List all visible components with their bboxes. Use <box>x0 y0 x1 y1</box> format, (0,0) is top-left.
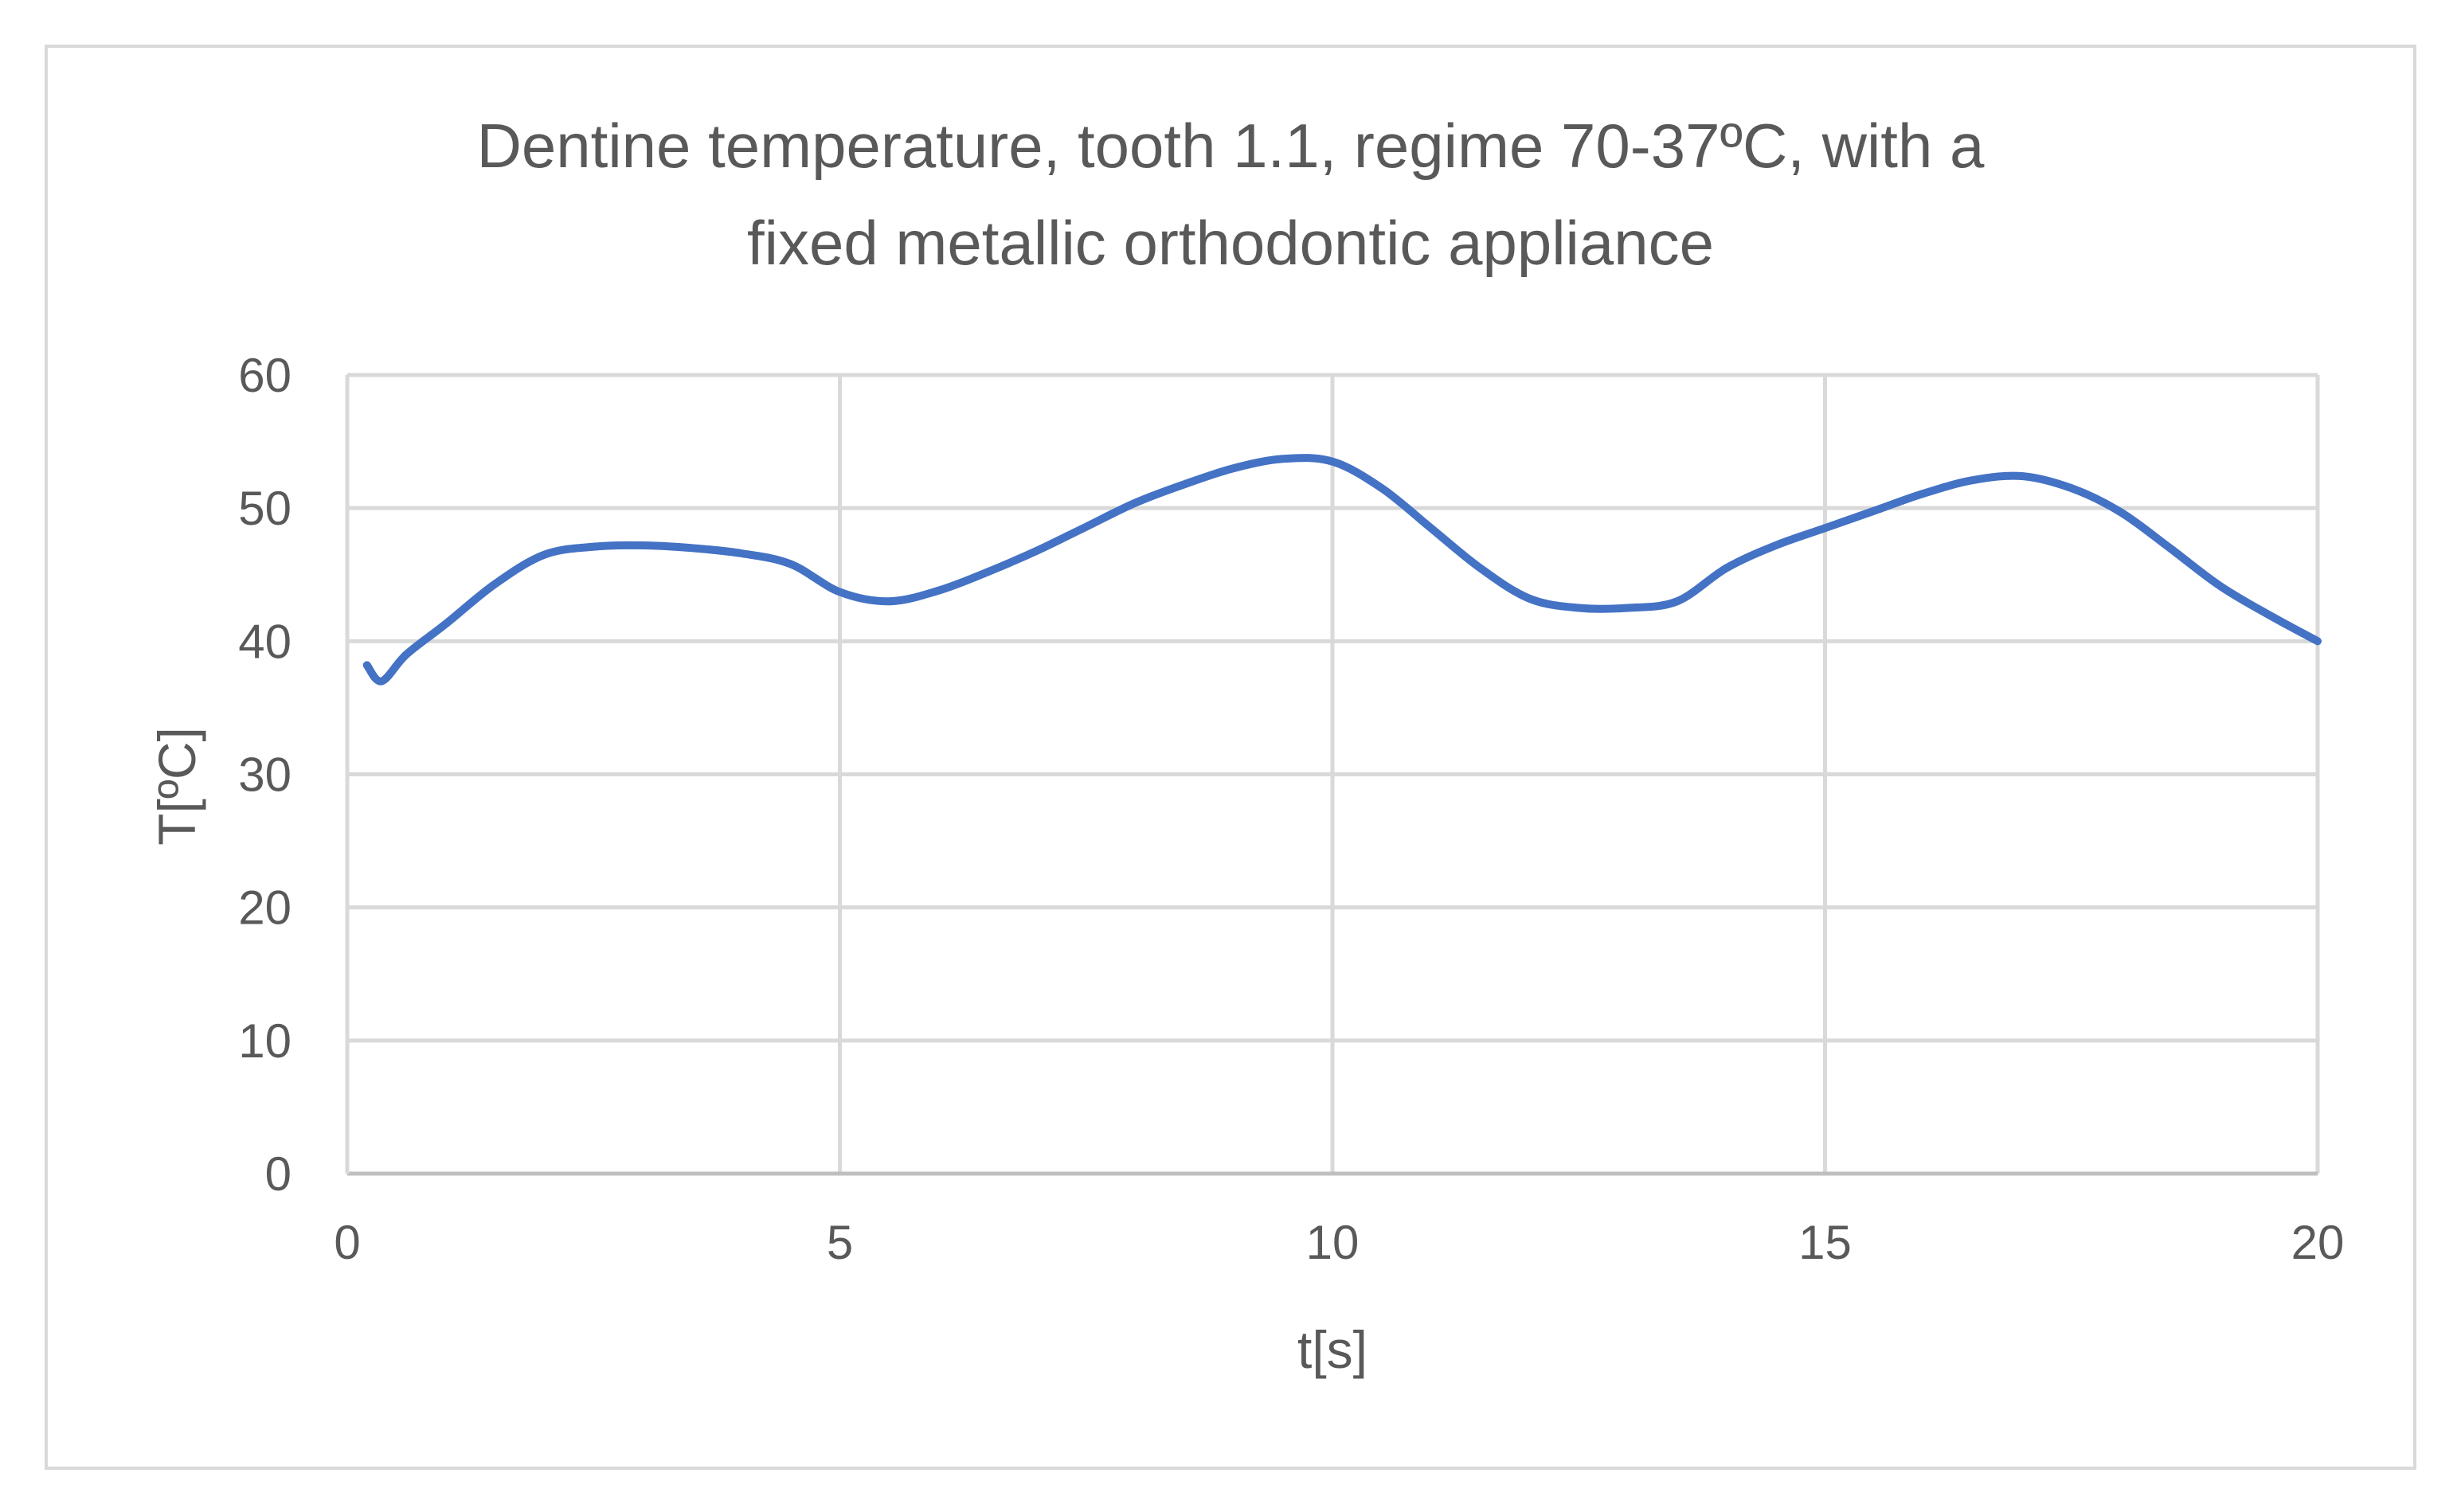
chart-title-line-2: fixed metallic orthodontic appliance <box>747 208 1714 278</box>
x-tick-label-10: 10 <box>1306 1216 1360 1269</box>
y-tick-labels: 0 10 20 30 40 50 60 <box>238 349 291 1201</box>
chart-title: Dentine temperature, tooth 1.1, regime 7… <box>477 111 1985 278</box>
y-tick-label-10: 10 <box>238 1014 291 1068</box>
y-tick-label-40: 40 <box>238 615 291 668</box>
x-tick-label-20: 20 <box>2291 1216 2345 1269</box>
y-tick-label-50: 50 <box>238 482 291 535</box>
chart-title-line-1: Dentine temperature, tooth 1.1, regime 7… <box>477 111 1985 181</box>
x-tick-label-15: 15 <box>1798 1216 1852 1269</box>
y-tick-label-0: 0 <box>265 1147 291 1201</box>
x-tick-label-5: 5 <box>827 1216 853 1269</box>
axes <box>345 375 2318 1176</box>
series-line-1 <box>362 454 2322 686</box>
y-tick-label-30: 30 <box>238 748 291 802</box>
series <box>362 454 2322 686</box>
y-axis-title: T[ºC] <box>147 727 206 846</box>
y-tick-label-20: 20 <box>238 881 291 935</box>
x-axis-title: t[s] <box>1297 1320 1367 1379</box>
gridlines <box>347 373 2320 1174</box>
chart-frame <box>45 45 2416 1470</box>
x-tick-label-0: 0 <box>334 1216 360 1269</box>
x-tick-labels: 0 5 10 15 20 <box>334 1216 2344 1269</box>
y-tick-label-60: 60 <box>238 349 291 402</box>
